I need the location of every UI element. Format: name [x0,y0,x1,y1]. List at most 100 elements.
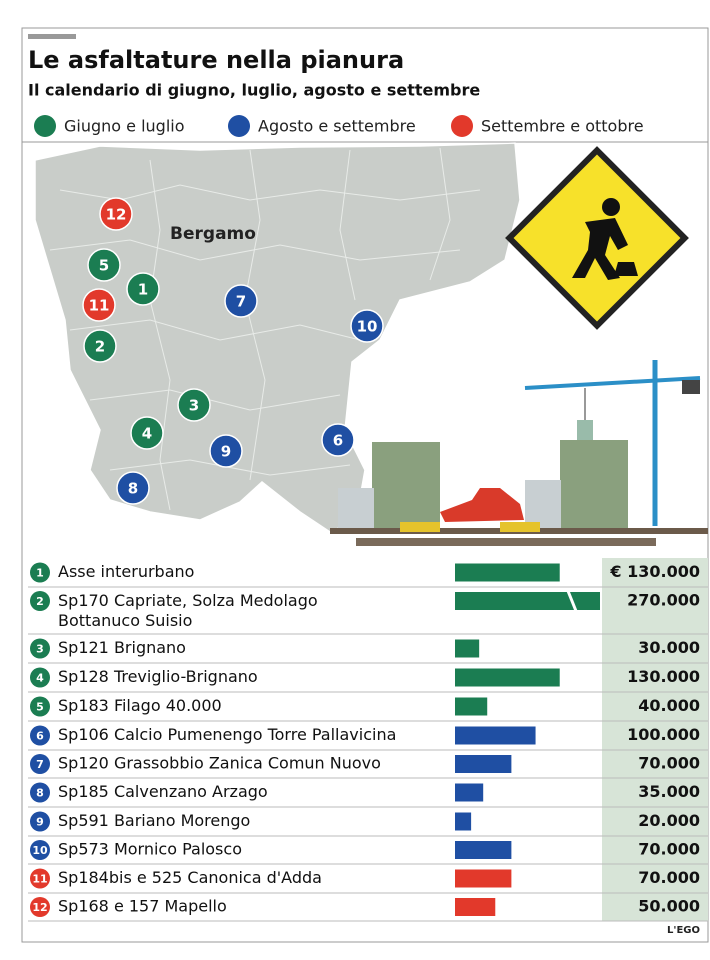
map-marker [130,416,164,450]
row-number: 7 [36,758,44,771]
table: 1 Asse interurbano € 130.000 2 Sp170 Capriat… [28,562,708,922]
map-marker [116,471,150,505]
row-number-badge [30,782,50,803]
row-number-badge [30,840,50,860]
row-label: Sp185 Calvenzano Arzago [58,782,268,801]
map-marker-number: 3 [189,397,199,415]
row-label: Asse interurbano [58,562,194,581]
value-label: 40.000 [638,696,700,715]
legend-label: Agosto e settembre [258,117,416,136]
map-marker-number: 10 [357,318,378,336]
municipal-borders [49,147,481,511]
row-label: Sp183 Filago 40.000 [58,696,222,715]
bar [455,726,536,745]
map-marker-number: 8 [128,480,138,498]
legend-label: Settembre e ottobre [481,117,644,136]
bar [455,668,560,687]
bar [455,563,560,582]
row-number: 2 [36,595,44,608]
row-label: Sp170 Capriate, Solza Medolago Bottanuco … [58,591,318,630]
road-sign [505,146,689,330]
row-number: 8 [36,787,44,800]
row-number: 12 [32,901,47,914]
legend-swatch [228,115,250,137]
map-marker [321,423,355,457]
map-marker-number: 4 [142,425,152,443]
value-label: 20.000 [638,811,700,830]
row-number: 10 [32,844,48,857]
row-label: Sp121 Brignano [58,638,186,657]
value-label: 70.000 [638,754,700,773]
credit: L'EGO [667,925,700,936]
row-label: Sp106 Calcio Pumenengo Torre Pallavicina [58,725,396,744]
value-label: 35.000 [638,782,700,801]
value-label: 70.000 [638,868,700,887]
city-label: Bergamo [170,224,256,244]
row-label: Sp573 Mornico Palosco [58,840,242,859]
row-number-badge [30,562,50,583]
map-marker [83,329,117,363]
title: Le asfaltature nella pianura [28,46,404,74]
map-marker-number: 7 [236,293,246,311]
row-number: 5 [36,701,44,714]
value-label: 130.000 [627,667,700,686]
bar [455,898,496,916]
map-marker-number: 2 [95,338,105,356]
value-label: 70.000 [638,840,700,859]
subtitle: Il calendario di giugno, luglio, agosto … [28,81,480,100]
map-marker-number: 12 [106,206,127,224]
bar [455,869,512,888]
value-column [602,558,708,921]
row-number-badge [30,591,50,611]
bar [455,639,480,658]
map-marker-number: 1 [138,281,148,299]
row-number-badge [30,696,50,717]
value-label: 100.000 [627,725,700,744]
map-marker [224,284,258,318]
bar [455,783,484,802]
map-marker [87,248,121,282]
row-number-badge [30,897,50,917]
map-marker-number: 11 [89,297,110,315]
map-marker [99,197,133,231]
map-marker [350,309,384,343]
bar [455,592,600,610]
row-label: Sp591 Bariano Morengo [58,811,250,830]
row-number-badge [30,667,50,688]
row-number: 6 [36,730,44,743]
value-label: € 130.000 [609,562,700,581]
bar [455,812,472,831]
row-number-badge [30,638,50,659]
value-label: 30.000 [638,638,700,657]
row-number-badge [30,868,50,889]
map-marker [82,288,116,322]
bar [455,755,512,773]
row-number: 9 [36,816,44,829]
row-number-badge [30,754,50,774]
legend-label: Giugno e luglio [64,117,185,136]
map-marker [209,434,243,468]
value-label: 270.000 [627,591,700,610]
row-number-badge [30,725,50,746]
row-number: 11 [32,873,47,886]
map-marker-number: 6 [333,432,343,450]
bar-break [566,590,578,612]
top-rule [28,34,76,39]
map-marker-number: 9 [221,443,231,461]
row-number-badge [30,811,50,832]
row-number: 3 [36,643,44,656]
map-marker [177,388,211,422]
map-marker [126,272,160,306]
row-label: Sp168 e 157 Mapello [58,897,227,916]
bar [455,697,488,716]
construction-scene [330,360,708,546]
value-label: 50.000 [638,897,700,916]
bar [455,841,512,859]
row-number: 4 [36,672,44,685]
map-marker-number: 5 [99,257,109,275]
legend-swatch [451,115,473,137]
row-label: Sp128 Treviglio-Brignano [58,667,258,686]
legend: Giugno e luglio Agosto e settembre Settemb… [34,115,644,137]
